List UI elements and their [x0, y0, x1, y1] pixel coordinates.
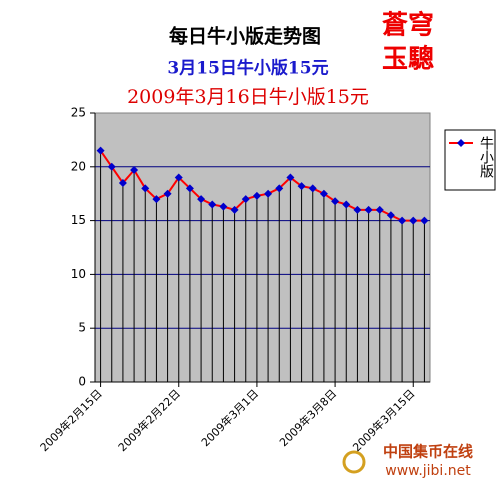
marker	[409, 216, 418, 225]
marker	[319, 189, 328, 198]
marker	[107, 162, 116, 171]
watermark: 中国集币在线	[383, 443, 473, 461]
y-tick-label: 25	[71, 106, 86, 120]
watermark-icon	[342, 450, 366, 474]
marker	[208, 200, 217, 209]
marker	[197, 195, 206, 204]
logo-text: 蒼穹	[382, 10, 434, 41]
plot-area	[94, 112, 431, 383]
marker	[297, 182, 306, 191]
marker	[342, 200, 351, 209]
marker	[364, 205, 373, 214]
marker	[386, 211, 395, 220]
y-tick-label: 10	[71, 267, 86, 281]
watermark: www.jibi.net	[385, 463, 471, 479]
chart-title: 每日牛小版走势图	[169, 25, 321, 48]
marker	[219, 202, 228, 211]
marker	[152, 195, 161, 204]
marker	[163, 189, 172, 198]
marker	[375, 205, 384, 214]
marker	[174, 173, 183, 182]
annotation: 2009年3月16日牛小版15元	[127, 86, 369, 108]
legend-label: 牛小版	[478, 136, 494, 179]
marker	[420, 216, 429, 225]
y-tick-label: 0	[78, 375, 86, 389]
y-tick-label: 15	[71, 213, 86, 227]
marker	[118, 178, 127, 187]
legend	[444, 129, 496, 191]
marker	[275, 184, 284, 193]
y-tick-label: 5	[78, 321, 86, 335]
y-tick-label: 20	[71, 159, 86, 173]
logo-text: 玉驄	[382, 44, 434, 75]
marker	[353, 205, 362, 214]
subtitle: 3月15日牛小版15元	[167, 58, 328, 79]
marker	[398, 216, 407, 225]
marker	[130, 166, 139, 175]
marker	[185, 184, 194, 193]
legend-marker	[457, 139, 465, 147]
marker	[286, 173, 295, 182]
marker	[141, 184, 150, 193]
marker	[241, 195, 250, 204]
marker	[96, 146, 105, 155]
marker	[230, 205, 239, 214]
marker	[252, 191, 261, 200]
marker	[331, 197, 340, 206]
marker	[264, 189, 273, 198]
marker	[308, 184, 317, 193]
